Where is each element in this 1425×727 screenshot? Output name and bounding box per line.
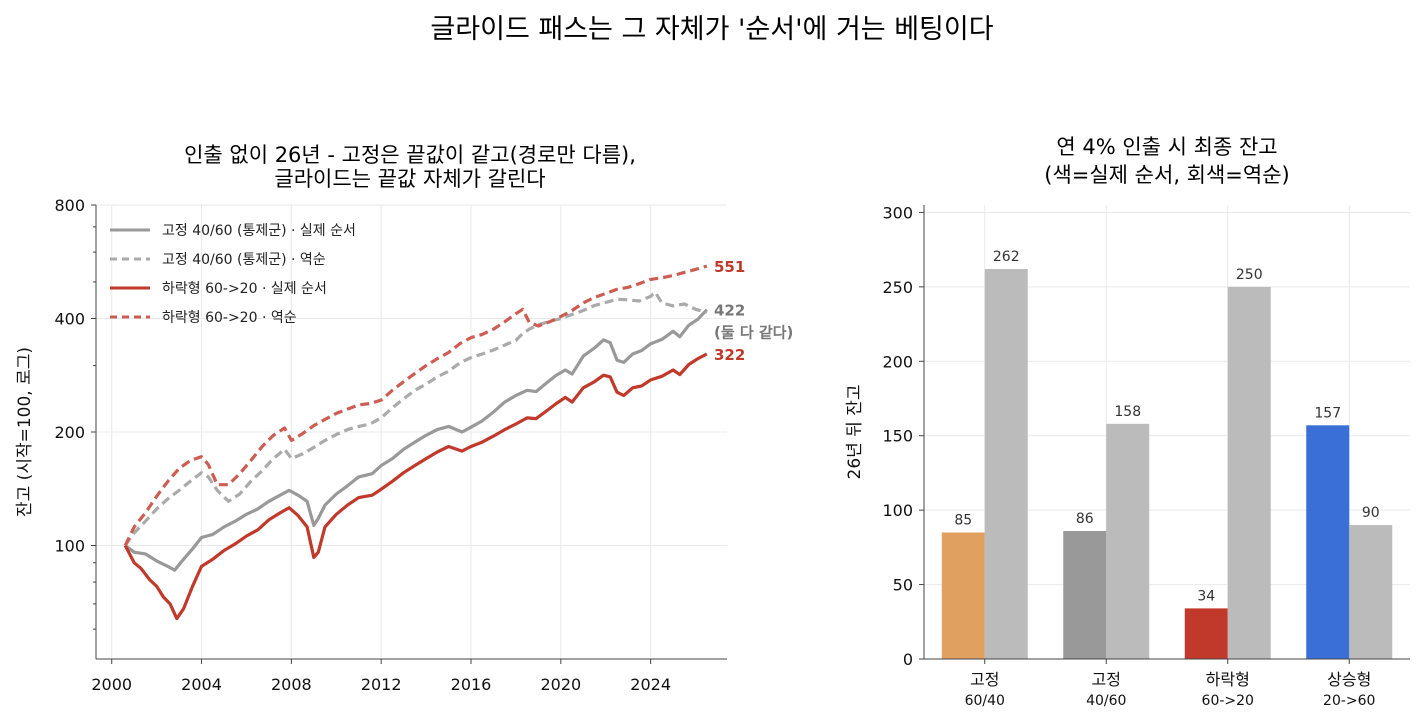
bar-reverse-order	[1349, 525, 1393, 659]
end-value-label: 322	[714, 346, 745, 364]
bar-actual-order	[1184, 608, 1228, 659]
series-line-3	[123, 264, 708, 547]
bar-actual-order	[941, 532, 985, 659]
legend-entry: 고정 40/60 (통제군) · 실제 순서	[162, 223, 356, 239]
x-tick-label: 2008	[271, 675, 312, 694]
line-chart-y-label: 잔고 (시작=100, 로그)	[15, 347, 35, 517]
bar-actual-order	[1063, 530, 1107, 659]
bar-value-label: 86	[1076, 511, 1094, 527]
y-tick-label: 150	[882, 427, 913, 446]
line-chart-series	[123, 264, 708, 621]
y-tick-label: 250	[882, 278, 913, 297]
bar-chart-ticks: 0 50 100 150 200 250 300 고정 60/40 고정 40/60 하락형 60->2…	[882, 203, 1375, 709]
x-tick-label: 2020	[540, 675, 581, 694]
legend-entry: 하락형 60->20 · 실제 순서	[162, 281, 327, 297]
y-tick-label: 300	[882, 203, 913, 222]
category-label-line2: 60/40	[965, 693, 1005, 709]
category-label-line2: 20->60	[1323, 693, 1375, 709]
category-label-line1: 상승형	[1327, 670, 1371, 689]
bar-reverse-order	[984, 269, 1028, 659]
bar-value-label: 34	[1197, 588, 1215, 604]
legend-entry: 고정 40/60 (통제군) · 역순	[162, 252, 326, 268]
bar-chart-bars: 85 262 86 158 34 250 157 90	[941, 249, 1393, 659]
bar-chart-y-label: 26년 뒤 잔고	[845, 385, 865, 480]
category-label-line1: 고정	[970, 670, 999, 689]
series-line-2	[123, 352, 708, 621]
legend-entry: 하락형 60->20 · 역순	[162, 310, 297, 326]
y-tick-label: 0	[903, 650, 913, 669]
x-tick-label: 2016	[451, 675, 492, 694]
bar-value-label: 90	[1362, 505, 1380, 521]
category-label-line1: 고정	[1092, 670, 1121, 689]
bar-value-label: 250	[1236, 267, 1263, 283]
bar-chart-panel: 연 4% 인출 시 최종 잔고 (색=실제 순서, 회색=역순) 85 262 86…	[845, 135, 1410, 709]
bar-reverse-order	[1227, 286, 1271, 659]
category-label-line2: 60->20	[1202, 693, 1254, 709]
y-tick-label: 100	[882, 501, 913, 520]
line-chart-title-line1: 인출 없이 26년 - 고정은 끝값이 같고(경로만 다름),	[184, 143, 636, 167]
bar-value-label: 157	[1314, 405, 1341, 421]
y-tick-label: 200	[54, 423, 85, 442]
series-line-1	[123, 290, 708, 547]
x-tick-label: 2024	[630, 675, 671, 694]
bar-chart-title-line1: 연 4% 인출 시 최종 잔고	[1056, 135, 1277, 159]
x-tick-label: 2000	[91, 675, 132, 694]
y-tick-label: 800	[54, 196, 85, 215]
y-tick-label: 200	[882, 352, 913, 371]
category-label-line2: 40/60	[1086, 693, 1126, 709]
bar-value-label: 262	[993, 249, 1020, 265]
bar-actual-order	[1306, 425, 1350, 659]
end-value-label: 551	[714, 258, 745, 276]
line-chart-panel: 인출 없이 26년 - 고정은 끝값이 같고(경로만 다름), 글라이드는 끝값…	[15, 143, 793, 694]
bar-value-label: 85	[954, 512, 972, 528]
y-tick-label: 400	[54, 310, 85, 329]
line-chart-end-labels: 551 422 (둘 다 같다) 322	[714, 258, 793, 364]
x-tick-label: 2004	[181, 675, 222, 694]
line-chart-title-line2: 글라이드는 끝값 자체가 갈린다	[274, 167, 545, 191]
bar-value-label: 158	[1114, 404, 1141, 420]
x-tick-label: 2012	[361, 675, 402, 694]
figure-suptitle: 글라이드 패스는 그 자체가 '순서'에 거는 베팅이다	[430, 14, 993, 45]
series-line-0	[124, 308, 708, 572]
bar-reverse-order	[1106, 423, 1150, 659]
end-value-note: (둘 다 같다)	[714, 324, 793, 342]
line-chart-ticks: 2000 2004 2008 2012 2016 2020 2024 100 200 400 800	[54, 196, 671, 694]
y-tick-label: 50	[893, 576, 913, 595]
end-value-label: 422	[714, 302, 745, 320]
bar-chart-title-line2: (색=실제 순서, 회색=역순)	[1044, 163, 1289, 187]
y-tick-label: 100	[54, 537, 85, 556]
category-label-line1: 하락형	[1206, 670, 1250, 689]
